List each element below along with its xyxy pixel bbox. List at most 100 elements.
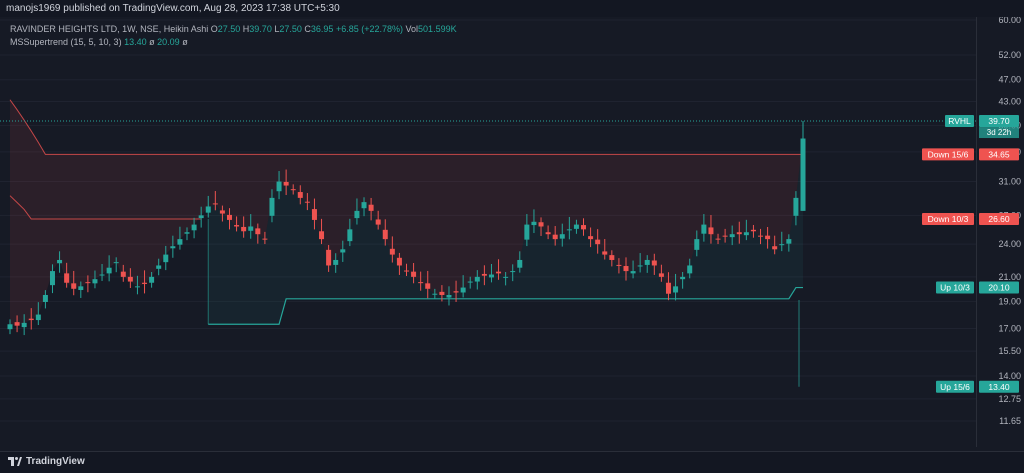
price-value-label: 26.60 <box>988 214 1010 224</box>
price-sub-box <box>979 127 1019 139</box>
candle-body <box>106 267 112 274</box>
candle-body <box>241 226 247 232</box>
candle-body <box>538 222 544 227</box>
candle-body <box>99 274 105 276</box>
candle-body <box>347 229 353 242</box>
y-tick-label: 12.75 <box>998 394 1021 404</box>
candle-body <box>595 239 601 245</box>
candle-body <box>467 281 473 283</box>
candle-body <box>7 324 13 330</box>
y-tick-label: 31.00 <box>998 177 1021 187</box>
candle-body <box>510 271 516 273</box>
candle-body <box>333 259 339 265</box>
candle-body <box>545 232 551 235</box>
candle-body <box>71 283 77 289</box>
indicator-symbol-1: ø <box>149 37 155 47</box>
candle-body <box>304 201 310 203</box>
y-tick-label: 24.00 <box>998 239 1021 249</box>
candle-body <box>715 238 721 240</box>
tradingview-logo[interactable]: TradingView <box>8 456 85 467</box>
legend-o-value: 27.50 <box>217 24 241 34</box>
candle-body <box>177 239 183 245</box>
candle-body <box>212 203 218 205</box>
candle-body <box>680 276 686 280</box>
chart-area[interactable]: JunSep2022MarJunSep2023MarJunAug92024MaR… <box>0 17 976 447</box>
candle-body <box>226 214 232 220</box>
candle-body <box>765 235 771 240</box>
top-bar: manojs1969 published on TradingView.com,… <box>0 0 1024 17</box>
price-value-label: 13.40 <box>988 382 1010 392</box>
candle-body <box>269 197 275 216</box>
price-tag-label: RVHL <box>948 116 971 126</box>
candle-body <box>311 209 317 220</box>
candle-body <box>446 294 452 298</box>
candle-body <box>616 264 622 266</box>
legend-vol-label: Vol <box>405 24 419 34</box>
candle-body <box>758 235 764 237</box>
legend-h-label: H <box>242 24 250 34</box>
legend-symbol: RAVINDER HEIGHTS LTD, 1W, NSE, Heikin As… <box>10 24 209 34</box>
y-tick-label: 43.00 <box>998 97 1021 107</box>
indicator-symbol-2: ø <box>182 37 188 47</box>
candle-body <box>496 271 502 274</box>
candle-body <box>234 225 240 227</box>
legend-l-label: L <box>274 24 280 34</box>
candle-body <box>581 225 587 230</box>
candle-body <box>488 274 494 278</box>
candle-body <box>354 210 360 219</box>
candle-body <box>524 224 530 240</box>
candle-body <box>559 234 565 239</box>
chart-canvas[interactable]: JunSep2022MarJunSep2023MarJunAug92024MaR… <box>0 17 976 430</box>
candle-body <box>439 291 445 295</box>
tradingview-logo-icon <box>8 457 22 466</box>
candle-body <box>113 262 119 264</box>
price-tag-box <box>945 115 974 128</box>
candle-body <box>637 265 643 267</box>
candle-body <box>57 259 63 264</box>
candle-body <box>319 231 325 240</box>
price-tag-box <box>936 380 974 393</box>
y-tick-label: 47.00 <box>998 75 1021 85</box>
candle-body <box>326 249 332 266</box>
candle-body <box>644 259 650 265</box>
y-tick-label: 52.00 <box>998 50 1021 60</box>
candle-body <box>722 235 728 237</box>
candle-body <box>694 239 700 250</box>
candle-body <box>779 244 785 246</box>
supertrend-down-line-15-6 <box>9 99 803 155</box>
indicator-value-2: 20.09 <box>157 37 180 47</box>
y-tick-label: 19.00 <box>998 296 1021 306</box>
candle-body <box>297 192 303 198</box>
candle-body <box>283 181 289 186</box>
indicator-name: MSSupertrend (15, 5, 10, 3) <box>10 37 122 47</box>
price-tag-box <box>922 213 974 226</box>
candle-body <box>474 276 480 282</box>
legend-ohlc: RAVINDER HEIGHTS LTD, 1W, NSE, Heikin As… <box>10 24 457 34</box>
candle-body <box>219 210 225 214</box>
candle-body <box>609 255 615 260</box>
price-value-box <box>979 213 1019 226</box>
candle-body <box>276 181 282 192</box>
legend-l-value: 27.50 <box>279 24 302 34</box>
candle-body <box>198 215 204 219</box>
price-value-label: 34.65 <box>988 149 1010 159</box>
supertrend-down-fill <box>10 99 803 326</box>
price-value-label: 39.70 <box>988 116 1010 126</box>
candle-body <box>262 238 268 240</box>
candle-body <box>361 202 367 209</box>
legend-change: +6.85 (+22.78%) <box>335 24 404 34</box>
y-tick-label: 15.50 <box>998 346 1021 356</box>
candle-body <box>517 259 523 268</box>
price-tag-label: Up 10/3 <box>940 283 970 293</box>
candle-body <box>701 224 707 234</box>
candle-body <box>453 291 459 293</box>
candle-body <box>340 249 346 253</box>
candle-body <box>772 246 778 250</box>
candle-body <box>736 232 742 235</box>
candle-body <box>481 273 487 276</box>
price-axis[interactable]: 60.0052.0047.0043.0039.0035.0031.0027.00… <box>976 15 1024 447</box>
candle-body <box>92 279 98 284</box>
candle-body <box>750 229 756 232</box>
candle-body <box>425 283 431 289</box>
candle-body <box>290 189 296 191</box>
